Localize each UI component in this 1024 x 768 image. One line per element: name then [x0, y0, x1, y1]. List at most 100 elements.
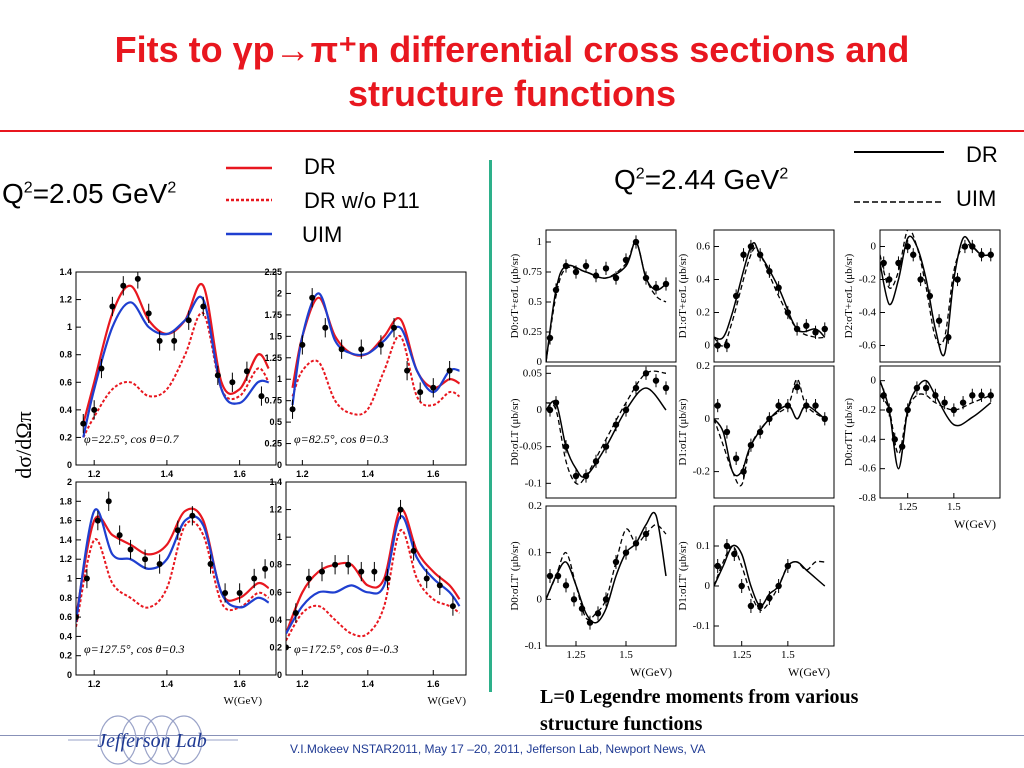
data-point — [793, 383, 801, 391]
y-tick-label: 0.2 — [696, 360, 710, 372]
panel-frame — [545, 505, 677, 647]
data-point — [738, 582, 745, 590]
data-point — [622, 256, 630, 264]
right-legend: DR UIM — [848, 140, 1018, 220]
data-point — [803, 322, 810, 329]
data-point — [127, 546, 134, 553]
y-tick-label: 1.5 — [269, 331, 282, 341]
x-tick-label: 1.4 — [362, 469, 375, 479]
y-tick-label: 2 — [67, 477, 72, 487]
data-point — [546, 334, 554, 342]
divider — [489, 160, 492, 692]
series-dr — [286, 508, 461, 635]
data-point — [747, 602, 755, 610]
data-point — [423, 575, 430, 582]
data-point — [582, 262, 590, 270]
panel-frame — [879, 365, 1001, 499]
data-point — [243, 368, 250, 375]
legend-label-uim: UIM — [302, 222, 343, 247]
y-tick-label: -0.2 — [859, 404, 876, 416]
y-tick-label: 1 — [277, 374, 282, 384]
panel-ylabel: D0:σTT (μb/sr) — [843, 398, 855, 466]
y-tick-label: -0.1 — [525, 477, 542, 489]
data-point — [880, 259, 887, 267]
data-point — [714, 562, 721, 570]
data-point — [969, 392, 976, 399]
data-point — [578, 605, 586, 612]
data-point — [662, 280, 670, 288]
data-point — [945, 334, 952, 341]
data-point — [895, 259, 902, 267]
series-uim — [76, 508, 270, 623]
title-line-1: Fits to γp→π⁺n differential cross sectio… — [114, 29, 910, 70]
data-point — [987, 392, 994, 399]
y-tick-label: 0.4 — [696, 274, 710, 286]
chart-panel-phi127.5: 0 0.2 0.4 0.6 0.8 1 1.2 1.4 1.6 1.8 2 1.2 1.4 1.6 φ=12… — [59, 477, 277, 689]
panel-annotation: φ=22.5°, cos θ=0.7 — [84, 432, 180, 446]
data-point — [732, 292, 740, 300]
y-tick-label: 0 — [871, 375, 877, 387]
y-tick-label: -0.6 — [859, 340, 877, 352]
title-line-2: structure functions — [347, 73, 677, 114]
data-point — [200, 303, 207, 310]
panel-frame — [285, 271, 467, 466]
y-tick-label: 1 — [277, 532, 282, 542]
data-point — [322, 324, 329, 331]
series-uim — [714, 378, 826, 487]
series-dr — [546, 387, 667, 478]
series-dr-w-o-p11 — [82, 311, 270, 438]
data-point — [622, 406, 630, 414]
data-point — [338, 346, 345, 353]
data-point — [926, 292, 934, 300]
x-tick-label: 1.2 — [296, 679, 309, 689]
caption-line-2: structure functions — [540, 713, 703, 735]
right-legend-dr: DR — [966, 142, 998, 167]
data-point — [142, 556, 149, 563]
panel-ylabel: D0:σT+εσL (μb/sr) — [509, 253, 521, 338]
y-tick-label: 0.75 — [523, 266, 543, 278]
y-tick-label: -0.4 — [859, 433, 877, 445]
data-point — [80, 420, 87, 427]
y-tick-label: -0.1 — [525, 640, 542, 652]
data-point — [251, 575, 258, 582]
y-tick-label: 0.2 — [696, 307, 710, 319]
y-tick-label: 0 — [871, 241, 877, 253]
data-point — [602, 265, 610, 272]
panel-xlabel: W(GeV) — [630, 665, 672, 679]
data-point — [592, 272, 600, 279]
data-point — [258, 393, 265, 400]
data-point — [969, 243, 976, 250]
x-tick-label: 1.4 — [161, 679, 174, 689]
data-point — [723, 542, 731, 550]
y-tick-label: 0.1 — [696, 540, 710, 552]
series-uim — [286, 515, 461, 635]
y-tick-label: -0.05 — [519, 441, 542, 453]
data-point — [880, 392, 887, 399]
data-point — [594, 610, 602, 617]
y-tick-label: 1 — [67, 322, 72, 332]
panel-frame — [285, 481, 467, 676]
data-point — [546, 572, 554, 580]
y-tick-label: 0 — [537, 593, 543, 605]
series-dr — [546, 241, 667, 362]
y-tick-label: 0.05 — [523, 367, 543, 379]
data-point — [391, 324, 397, 331]
data-point — [286, 644, 289, 651]
panel-xlabel: W(GeV) — [954, 517, 996, 531]
left-legend: DR DR w/o P11 UIM — [222, 152, 462, 252]
q2-value: =2.05 GeV — [32, 178, 168, 209]
data-point — [309, 294, 316, 301]
data-point — [775, 582, 782, 590]
data-point — [292, 609, 299, 616]
data-point — [922, 384, 930, 392]
data-point — [756, 251, 764, 258]
y-tick-label: 0.8 — [59, 593, 72, 603]
data-point — [156, 337, 163, 344]
data-point — [262, 565, 269, 572]
data-point — [384, 575, 391, 582]
panel-ylabel: D1:σLT (μb/sr) — [677, 398, 689, 465]
data-point — [358, 568, 365, 575]
data-point — [959, 399, 967, 406]
data-point — [731, 550, 738, 558]
data-point — [436, 582, 443, 589]
